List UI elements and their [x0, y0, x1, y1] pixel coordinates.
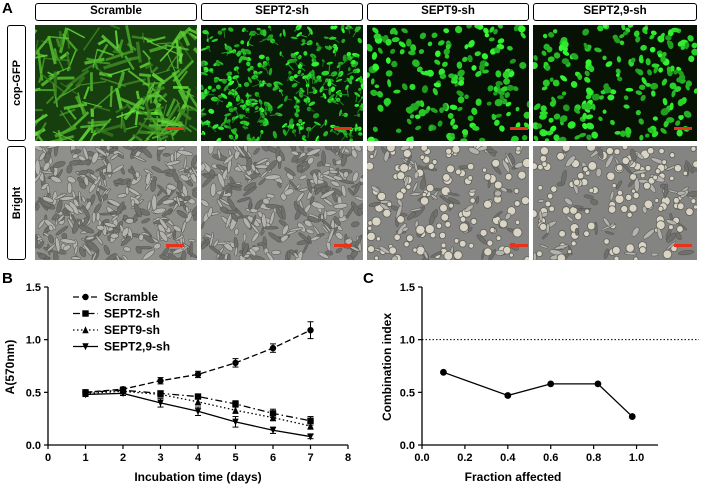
- column-header-sept2-sh: SEPT2-sh: [201, 3, 363, 21]
- x-tick-label: 0.6: [543, 452, 558, 464]
- data-point: [269, 344, 277, 352]
- y-tick-label: 1.5: [400, 282, 415, 294]
- brightfield-cell-texture: [35, 146, 197, 260]
- micrograph-bright-sept9-sh: [367, 146, 529, 260]
- panel-a-label: A: [2, 0, 13, 17]
- data-point: [269, 410, 277, 417]
- data-point: [194, 398, 202, 406]
- data-point: [307, 417, 314, 424]
- y-tick-label: 1.0: [400, 335, 415, 347]
- row-label-bright: Bright: [7, 146, 26, 260]
- legend-marker: [82, 343, 89, 351]
- combination-index-chart: 0.0 0.5 1.0 1.5 0.0 0.2 0.4 0.6 0.8 1.0 Combinati…: [380, 282, 699, 484]
- micrograph-gfp-sept2-sh: [201, 25, 363, 141]
- data-point: [504, 392, 512, 399]
- legend-label: SEPT2-sh: [104, 307, 160, 321]
- micrograph-gfp-sept2-9-sh: [533, 25, 697, 141]
- data-point: [440, 368, 447, 376]
- x-tick-label: 1: [82, 452, 88, 464]
- y-tick-label: 1.5: [26, 282, 41, 294]
- gfp-cell-texture: [35, 25, 197, 141]
- legend-label: Scramble: [104, 290, 158, 304]
- gfp-cell-texture: [201, 25, 363, 141]
- data-point: [232, 418, 239, 426]
- x-tick-label: 7: [307, 452, 313, 464]
- scale-bar: [510, 244, 528, 247]
- micrograph-bright-sept2-9-sh: [533, 146, 697, 260]
- micrograph-bright-scramble: [35, 146, 197, 260]
- data-point: [594, 380, 602, 388]
- micrograph-gfp-sept9-sh: [367, 25, 529, 141]
- x-tick-label: 1.0: [629, 452, 644, 464]
- column-header-scramble: Scramble: [35, 3, 197, 21]
- scale-bar: [166, 127, 184, 130]
- y-tick-label: 0.5: [400, 387, 415, 399]
- row-label-bright-text: Bright: [10, 186, 23, 220]
- x-tick-label: 2: [120, 452, 126, 464]
- scale-bar: [334, 244, 352, 247]
- data-point: [269, 427, 277, 435]
- brightfield-cell-texture: [533, 146, 697, 260]
- gfp-cell-texture: [533, 25, 697, 141]
- scale-bar: [510, 127, 528, 130]
- gfp-cell-texture: [367, 25, 529, 141]
- x-tick-label: 4: [195, 452, 202, 464]
- x-axis-label: Fraction affected: [465, 470, 562, 484]
- data-point: [307, 433, 314, 441]
- legend-label: SEPT2,9-sh: [104, 340, 170, 354]
- legend-marker: [82, 293, 89, 301]
- scale-bar: [166, 244, 184, 247]
- legend-label: SEPT9-sh: [104, 323, 160, 337]
- data-point: [194, 371, 202, 378]
- legend-marker: [82, 326, 89, 334]
- x-tick-label: 8: [345, 452, 351, 464]
- micrograph-bright-sept2-sh: [201, 146, 363, 260]
- panel-b-label: B: [2, 270, 13, 287]
- growth-curve-chart: 0.0 0.5 1.0 1.5 0 1 2 3 4 5 6 7 8 Scramble SEPT2-sh SE…: [3, 282, 351, 484]
- data-point: [119, 390, 127, 398]
- data-point: [628, 413, 636, 420]
- y-tick-label: 0.0: [26, 440, 41, 452]
- scale-bar: [674, 127, 692, 130]
- y-axis-label: Combination index: [380, 313, 394, 421]
- data-point: [157, 377, 164, 384]
- data-point: [269, 413, 277, 421]
- column-header-sept9-sh: SEPT9-sh: [367, 3, 529, 21]
- data-point: [307, 422, 314, 430]
- data-point: [194, 408, 202, 416]
- brightfield-cell-texture: [201, 146, 363, 260]
- row-label-cop-gfp-text: cop-GFP: [10, 60, 23, 106]
- x-tick-label: 0: [45, 452, 51, 464]
- y-tick-label: 0.0: [400, 440, 415, 452]
- data-point: [307, 326, 314, 334]
- micrograph-gfp-scramble: [35, 25, 197, 141]
- row-label-cop-gfp: cop-GFP: [7, 25, 26, 141]
- scale-bar: [674, 244, 692, 247]
- y-axis-label: A(570nm): [3, 340, 17, 395]
- data-point: [232, 406, 239, 414]
- x-tick-label: 0.8: [586, 452, 601, 464]
- x-tick-label: 6: [270, 452, 276, 464]
- data-point: [232, 359, 239, 367]
- y-tick-label: 0.5: [26, 387, 41, 399]
- scale-bar: [334, 127, 352, 130]
- x-tick-label: 0.4: [500, 452, 516, 464]
- data-point: [157, 399, 164, 407]
- y-tick-label: 1.0: [26, 335, 41, 347]
- x-tick-label: 0.2: [457, 452, 472, 464]
- panel-c-label: C: [363, 270, 374, 287]
- data-point: [157, 390, 164, 398]
- brightfield-cell-texture: [367, 146, 529, 260]
- column-header-sept2-9-sh: SEPT2,9-sh: [533, 3, 697, 21]
- x-axis-label: Incubation time (days): [134, 470, 261, 484]
- data-point: [547, 380, 555, 388]
- x-tick-label: 0.0: [414, 452, 429, 464]
- series-line: [443, 371, 633, 418]
- data-point: [82, 391, 89, 399]
- x-tick-label: 3: [157, 452, 163, 464]
- legend-marker: [82, 310, 89, 317]
- x-tick-label: 5: [232, 452, 238, 464]
- data-point: [232, 400, 239, 408]
- data-point: [194, 393, 202, 400]
